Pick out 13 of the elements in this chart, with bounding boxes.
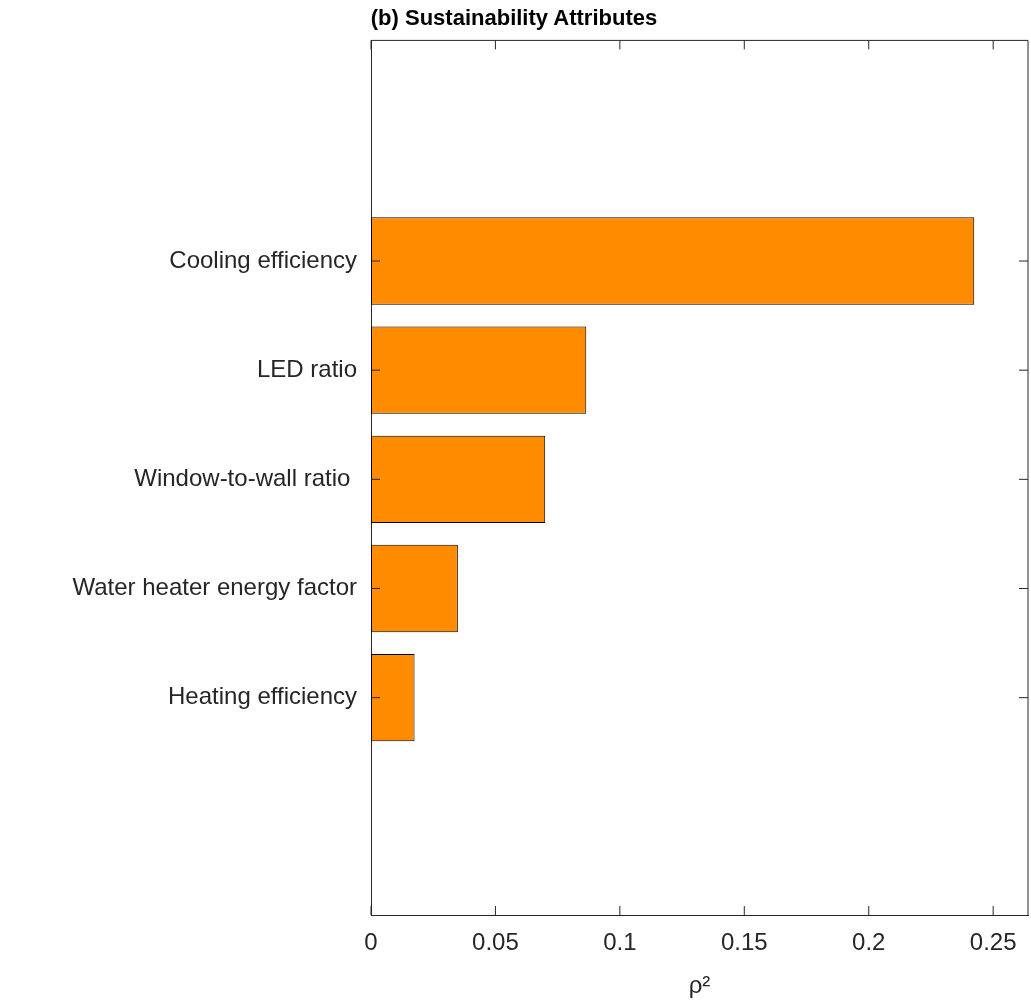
y-tick-label: Water heater energy factor xyxy=(72,573,358,601)
chart-title: (b) Sustainability Attributes xyxy=(370,5,658,31)
y-tick-label: Heating efficiency xyxy=(168,682,357,710)
x-tick-label: 0.05 xyxy=(472,928,519,956)
x-tick-label: 0.25 xyxy=(969,928,1017,956)
x-tick-label: 0.1 xyxy=(603,928,637,956)
x-tick-label: 0.15 xyxy=(720,928,768,956)
y-tick-label: Window-to-wall ratio xyxy=(134,463,357,491)
x-axis-title: ρ² xyxy=(688,971,711,999)
y-tick-label: Cooling efficiency xyxy=(169,245,357,273)
x-tick-label: 0.2 xyxy=(852,928,886,956)
y-tick-label: LED ratio xyxy=(256,354,357,382)
x-tick-label: 0 xyxy=(364,928,378,956)
